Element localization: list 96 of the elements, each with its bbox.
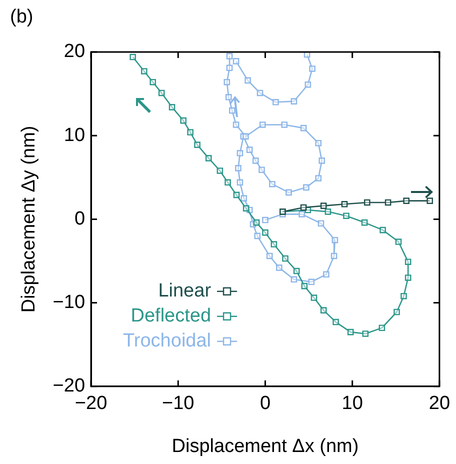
point xyxy=(298,211,305,218)
point xyxy=(258,166,265,174)
point xyxy=(141,68,148,74)
point xyxy=(158,90,165,96)
point xyxy=(394,308,400,316)
point xyxy=(252,158,259,164)
x-tick-label: 10 xyxy=(342,393,363,414)
point xyxy=(300,204,307,211)
point xyxy=(272,99,279,106)
y-tick-label: −20 xyxy=(52,376,86,397)
point xyxy=(205,155,212,162)
legend-label: Linear xyxy=(158,280,212,302)
y-tick-label: −10 xyxy=(52,292,86,314)
point xyxy=(235,165,242,172)
point xyxy=(384,199,392,206)
point xyxy=(262,229,268,236)
point xyxy=(232,122,240,128)
point xyxy=(318,158,325,164)
point xyxy=(343,212,350,219)
point xyxy=(364,199,370,206)
point xyxy=(216,168,224,174)
legend-label: Deflected xyxy=(130,306,212,327)
legend-label: Trochoidal xyxy=(123,330,212,352)
point xyxy=(256,90,264,96)
point xyxy=(240,195,248,202)
point xyxy=(303,184,310,191)
point xyxy=(270,241,278,248)
point xyxy=(395,238,402,245)
point xyxy=(242,205,250,212)
point xyxy=(293,268,300,274)
x-tick-label: −10 xyxy=(162,393,194,414)
x-tick-label: 0 xyxy=(260,393,271,414)
point xyxy=(309,66,316,72)
point xyxy=(300,124,307,132)
point xyxy=(246,146,253,153)
point xyxy=(315,175,322,182)
y-axis-title: Displacement Δy (nm) xyxy=(18,126,40,313)
point xyxy=(320,307,327,314)
point xyxy=(330,252,338,260)
point xyxy=(244,77,251,84)
point xyxy=(332,318,339,326)
point xyxy=(224,78,230,86)
point xyxy=(259,122,266,128)
point xyxy=(320,202,327,209)
point xyxy=(380,226,386,234)
point xyxy=(361,219,368,226)
point xyxy=(180,117,186,124)
point xyxy=(404,274,412,281)
chart-title: (b) xyxy=(10,6,34,28)
point xyxy=(233,192,240,198)
point xyxy=(254,232,261,240)
point xyxy=(281,122,288,128)
x-tick-label: 20 xyxy=(428,393,450,414)
point xyxy=(290,98,298,104)
point xyxy=(323,271,330,278)
point xyxy=(168,104,176,110)
point xyxy=(290,276,298,283)
point xyxy=(400,292,407,300)
point xyxy=(228,107,236,114)
point xyxy=(282,255,288,262)
point xyxy=(253,219,260,226)
point xyxy=(269,180,276,188)
point xyxy=(266,252,273,260)
point xyxy=(236,179,244,186)
point xyxy=(378,324,386,332)
point xyxy=(403,198,410,204)
y-tick-label: 20 xyxy=(64,41,86,62)
point xyxy=(226,94,232,100)
point xyxy=(276,264,282,271)
point xyxy=(310,294,318,301)
point xyxy=(226,53,233,60)
point xyxy=(226,64,233,72)
point xyxy=(301,282,308,290)
point xyxy=(332,236,338,244)
point xyxy=(318,220,324,227)
point xyxy=(315,140,322,146)
point xyxy=(194,142,200,148)
y-tick-label: 10 xyxy=(64,124,86,146)
point xyxy=(232,58,240,64)
point xyxy=(324,208,332,215)
point xyxy=(426,198,433,204)
point xyxy=(150,78,156,86)
point xyxy=(308,278,315,286)
point xyxy=(341,201,348,208)
point xyxy=(224,179,231,186)
point xyxy=(404,258,412,265)
point xyxy=(286,189,292,196)
point xyxy=(187,129,194,136)
x-axis-title: Displacement Δx (nm) xyxy=(172,436,359,457)
point xyxy=(347,328,354,336)
point xyxy=(130,54,136,60)
point xyxy=(262,216,268,224)
point xyxy=(362,330,369,337)
point xyxy=(304,81,312,88)
point xyxy=(236,150,244,156)
y-tick-label: 0 xyxy=(74,208,86,230)
